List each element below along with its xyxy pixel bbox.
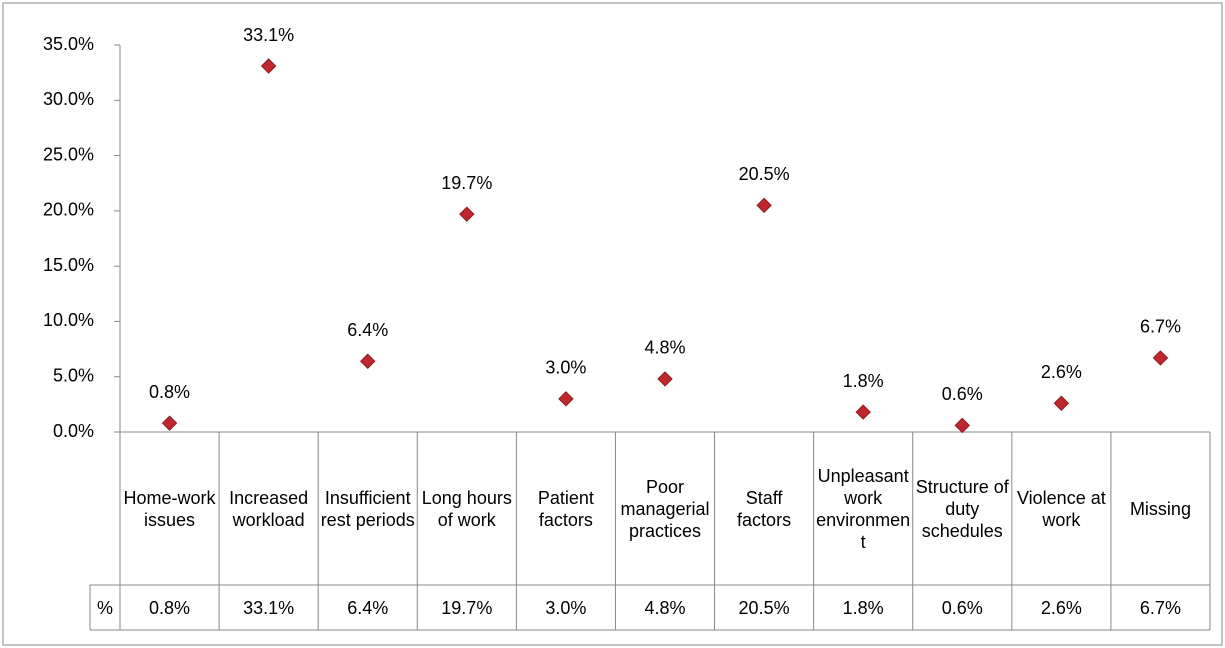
category-label: Structure of duty schedules <box>915 476 1009 541</box>
data-label: 6.7% <box>1140 317 1181 337</box>
data-label: 6.4% <box>347 320 388 340</box>
y-tick-label: 5.0% <box>53 365 94 385</box>
category-label: Staff factors <box>737 487 792 530</box>
marker <box>360 353 376 369</box>
table-value: 0.8% <box>149 597 191 618</box>
y-tick-label: 10.0% <box>43 310 94 330</box>
category-label: Poor managerial practices <box>620 476 710 541</box>
marker <box>657 371 673 387</box>
marker <box>756 197 772 214</box>
marker <box>161 415 178 431</box>
category-label: Home-work issues <box>123 487 216 530</box>
y-tick-label: 0.0% <box>53 421 94 441</box>
marker <box>855 404 871 420</box>
marker <box>459 206 475 222</box>
y-tick-label: 20.0% <box>43 200 94 220</box>
y-tick-label: 30.0% <box>43 89 94 109</box>
marker <box>954 417 970 434</box>
table-value: 3.0% <box>545 597 587 618</box>
category-label: Long hours of work <box>421 487 512 530</box>
table-value: 6.7% <box>1139 597 1181 618</box>
table-value: 4.8% <box>644 597 686 618</box>
table-value: 2.6% <box>1040 597 1082 618</box>
marker <box>1053 395 1070 411</box>
category-label: Missing <box>1129 498 1191 519</box>
category-label: Violence at work <box>1016 487 1106 530</box>
data-label: 4.8% <box>644 338 685 358</box>
table-value: 6.4% <box>347 597 389 618</box>
category-label: Increased workload <box>229 487 309 530</box>
marker <box>558 391 574 407</box>
y-tick-label: 15.0% <box>43 255 94 275</box>
marker <box>1152 350 1169 366</box>
data-label: 2.6% <box>1041 362 1082 382</box>
table-value: 0.6% <box>941 597 983 618</box>
table-value: 19.7% <box>441 597 493 618</box>
data-label: 33.1% <box>243 25 294 45</box>
category-label: Patient factors <box>537 487 594 530</box>
data-label: 3.0% <box>545 358 586 378</box>
data-label: 19.7% <box>441 173 492 193</box>
y-tick-label: 25.0% <box>43 144 94 164</box>
marker <box>260 58 277 74</box>
data-label: 0.8% <box>149 382 190 402</box>
series-label: % <box>96 597 113 618</box>
category-label: Insufficient rest periods <box>320 487 415 530</box>
table-value: 33.1% <box>243 597 295 618</box>
table-value: 20.5% <box>738 597 790 618</box>
category-label: Unpleasant work environment <box>816 465 911 552</box>
table-value: 1.8% <box>842 597 884 618</box>
data-label: 20.5% <box>739 164 790 184</box>
y-tick-label: 35.0% <box>43 34 94 54</box>
data-label: 0.6% <box>942 384 983 404</box>
data-label: 1.8% <box>843 371 884 391</box>
